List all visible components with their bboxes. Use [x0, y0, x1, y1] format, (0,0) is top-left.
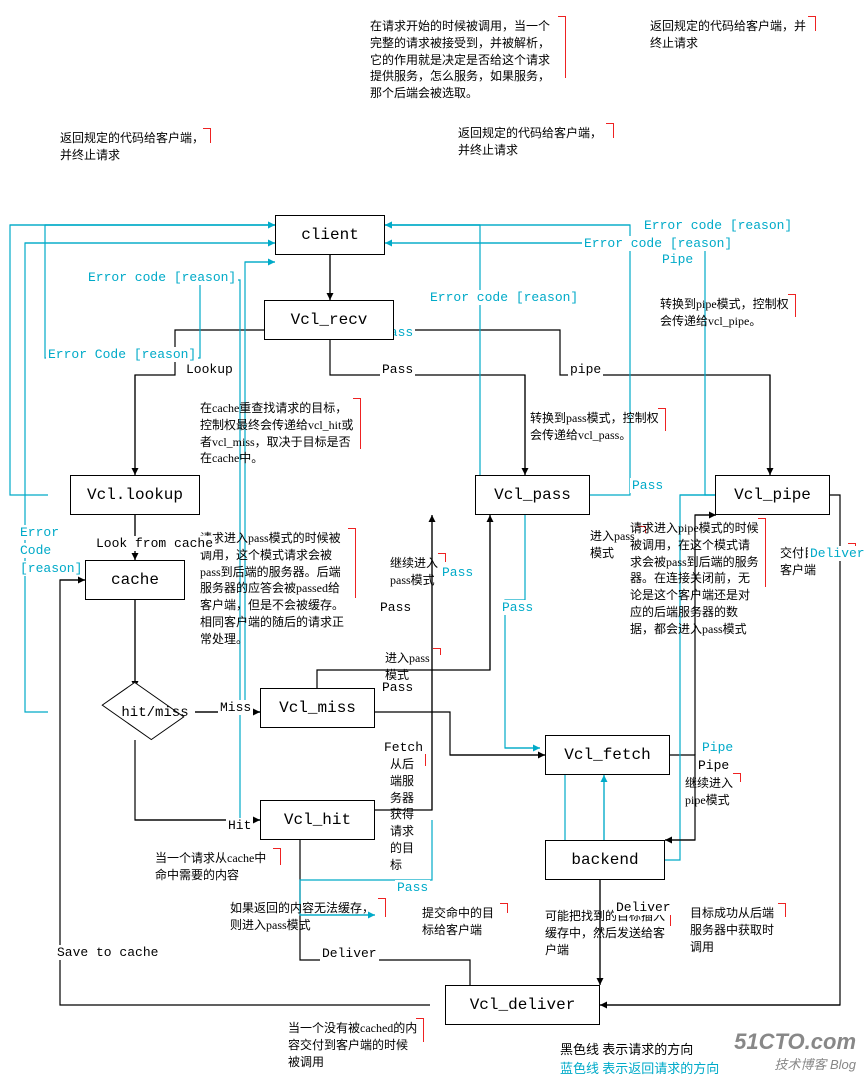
annotation: 返回规定的代码给客户端，并终止请求	[458, 125, 608, 159]
annotation: 可能把找到的目标插入缓存中，然后发送给客户端	[545, 908, 665, 958]
edge-label: Code	[18, 543, 53, 558]
annotation: 请求进入pipe模式的时候被调用，在这个模式请求会被pass到后端的服务器。在连…	[630, 520, 760, 638]
legend-cyan: 蓝色线 表示返回请求的方向	[560, 1061, 719, 1076]
edge-label: Pass	[630, 478, 665, 493]
edge-label: Miss	[218, 700, 253, 715]
annotation: 转换到pipe模式，控制权会传递给vcl_pipe。	[660, 296, 790, 330]
annotation: 提交命中的目标给客户端	[422, 905, 502, 939]
node-vcl_miss: Vcl_miss	[260, 688, 375, 728]
edge-label: Error	[18, 525, 61, 540]
edge-label: Lookup	[184, 362, 235, 377]
legend-black: 黑色线 表示请求的方向	[560, 1042, 693, 1057]
annotation: 进入pass模式	[385, 650, 435, 684]
node-vcl_recv: Vcl_recv	[264, 300, 394, 340]
annotation: 继续进入pass模式	[390, 555, 440, 589]
edge-label: Pipe	[660, 252, 695, 267]
annotation: 在请求开始的时候被调用，当一个完整的请求被接受到，并被解析，它的作用就是决定是否…	[370, 18, 560, 102]
annotation: 当一个没有被cached的内容交付到客户端的时候被调用	[288, 1020, 418, 1070]
edge-label: Pass	[380, 362, 415, 377]
watermark-sub: 技术博客 Blog	[774, 1054, 856, 1073]
edge-label: Deliver	[614, 900, 673, 915]
node-vcl_fetch: Vcl_fetch	[545, 735, 670, 775]
node-cache: cache	[85, 560, 185, 600]
edge-label: Hit	[226, 818, 253, 833]
annotation: 返回规定的代码给客户端，并终止请求	[60, 130, 205, 164]
edge-label: Error code [reason]	[428, 290, 580, 305]
node-vcl_lookup: Vcl.lookup	[70, 475, 200, 515]
annotation: 继续进入pipe模式	[685, 775, 735, 809]
node-backend: backend	[545, 840, 665, 880]
edge-label: Pass	[378, 600, 413, 615]
edge-label: Pipe	[700, 740, 735, 755]
node-vcl_hit: Vcl_hit	[260, 800, 375, 840]
annotation: 目标成功从后端服务器中获取时调用	[690, 905, 780, 955]
annotation: 转换到pass模式，控制权会传递给vcl_pass。	[530, 410, 660, 444]
edge-label: [reason]	[18, 561, 84, 576]
annotation: 请求进入pass模式的时候被调用，这个模式请求会被pass到后端的服务器。后端服…	[200, 530, 350, 648]
node-vcl_pass: Vcl_pass	[475, 475, 590, 515]
annotation: 返回规定的代码给客户端，并终止请求	[650, 18, 810, 52]
edge-label: Error code [reason]	[642, 218, 794, 233]
edge-label: Error Code [reason]	[46, 347, 198, 362]
edge-label: Deliver	[320, 946, 379, 961]
edge-label: Pass	[395, 880, 430, 895]
annotation: 当一个请求从cache中命中需要的内容	[155, 850, 275, 884]
legend: 黑色线 表示请求的方向 蓝色线 表示返回请求的方向	[560, 1039, 719, 1077]
watermark: 51CTO.com	[734, 1029, 856, 1055]
node-client: client	[275, 215, 385, 255]
annotation: 在cache重查找请求的目标，控制权最终会传递给vcl_hit或者vcl_mis…	[200, 400, 355, 467]
annotation: 从后端服务器获得请求的目标	[390, 756, 420, 874]
annotation: 进入pass模式	[590, 528, 640, 562]
edge-label: Error code [reason]	[86, 270, 238, 285]
edge-label: Pipe	[696, 758, 731, 773]
edge-label: Look from cache	[94, 536, 215, 551]
edge-label: pipe	[568, 362, 603, 377]
node-hitmiss: hit/miss	[95, 688, 215, 738]
node-vcl_pipe: Vcl_pipe	[715, 475, 830, 515]
edge-label: Pass	[380, 680, 415, 695]
edge-label: Error code [reason]	[582, 236, 734, 251]
edge-label: Pass	[440, 565, 475, 580]
edge-label: Fetch	[382, 740, 425, 755]
annotation: 如果返回的内容无法缓存，则进入pass模式	[230, 900, 380, 934]
edge-label: Pass	[500, 600, 535, 615]
edge-label: Deliver	[808, 546, 864, 561]
edge-label: Save to cache	[55, 945, 160, 960]
node-vcl_deliver: Vcl_deliver	[445, 985, 600, 1025]
